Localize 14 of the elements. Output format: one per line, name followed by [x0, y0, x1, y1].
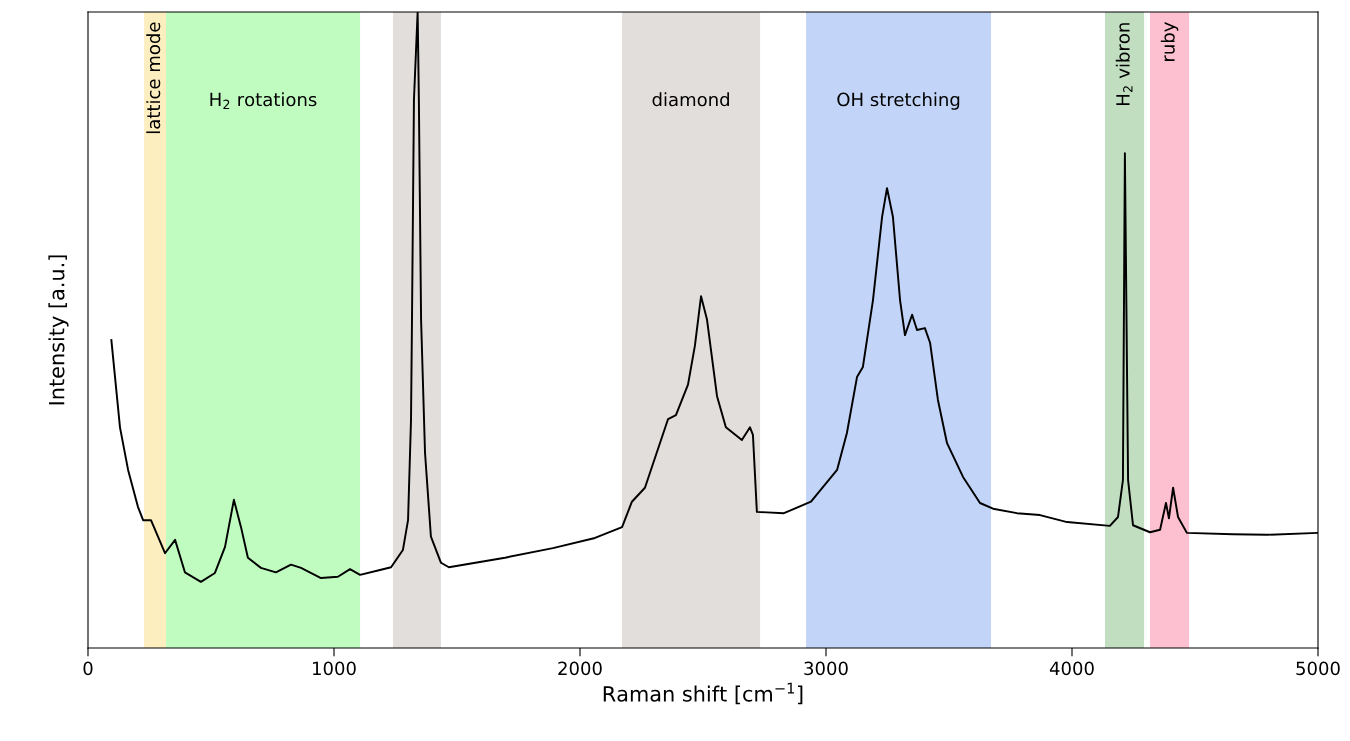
x-tick-label: 0 [83, 661, 93, 676]
band-label: H$_{2}$ rotations [210, 92, 317, 109]
x-tick-label: 2000 [558, 661, 602, 676]
band-label: diamond [652, 92, 729, 107]
band-label: OH stretching [837, 92, 960, 110]
x-tick-label: 4000 [1049, 661, 1094, 676]
x-tick-label: 1000 [313, 661, 356, 676]
x-axis-title: Raman shift [cm$^{−1}$] [603, 682, 803, 705]
x-tick-label: 3000 [804, 661, 848, 676]
band-label: lattice mode [146, 22, 161, 134]
y-axis-title: Intensity [a.u.] [48, 255, 69, 405]
band-label: H$_{2}$ vibron [1115, 23, 1133, 105]
band-label: ruby [1160, 22, 1179, 61]
x-tick-label: 5000 [1296, 661, 1340, 676]
